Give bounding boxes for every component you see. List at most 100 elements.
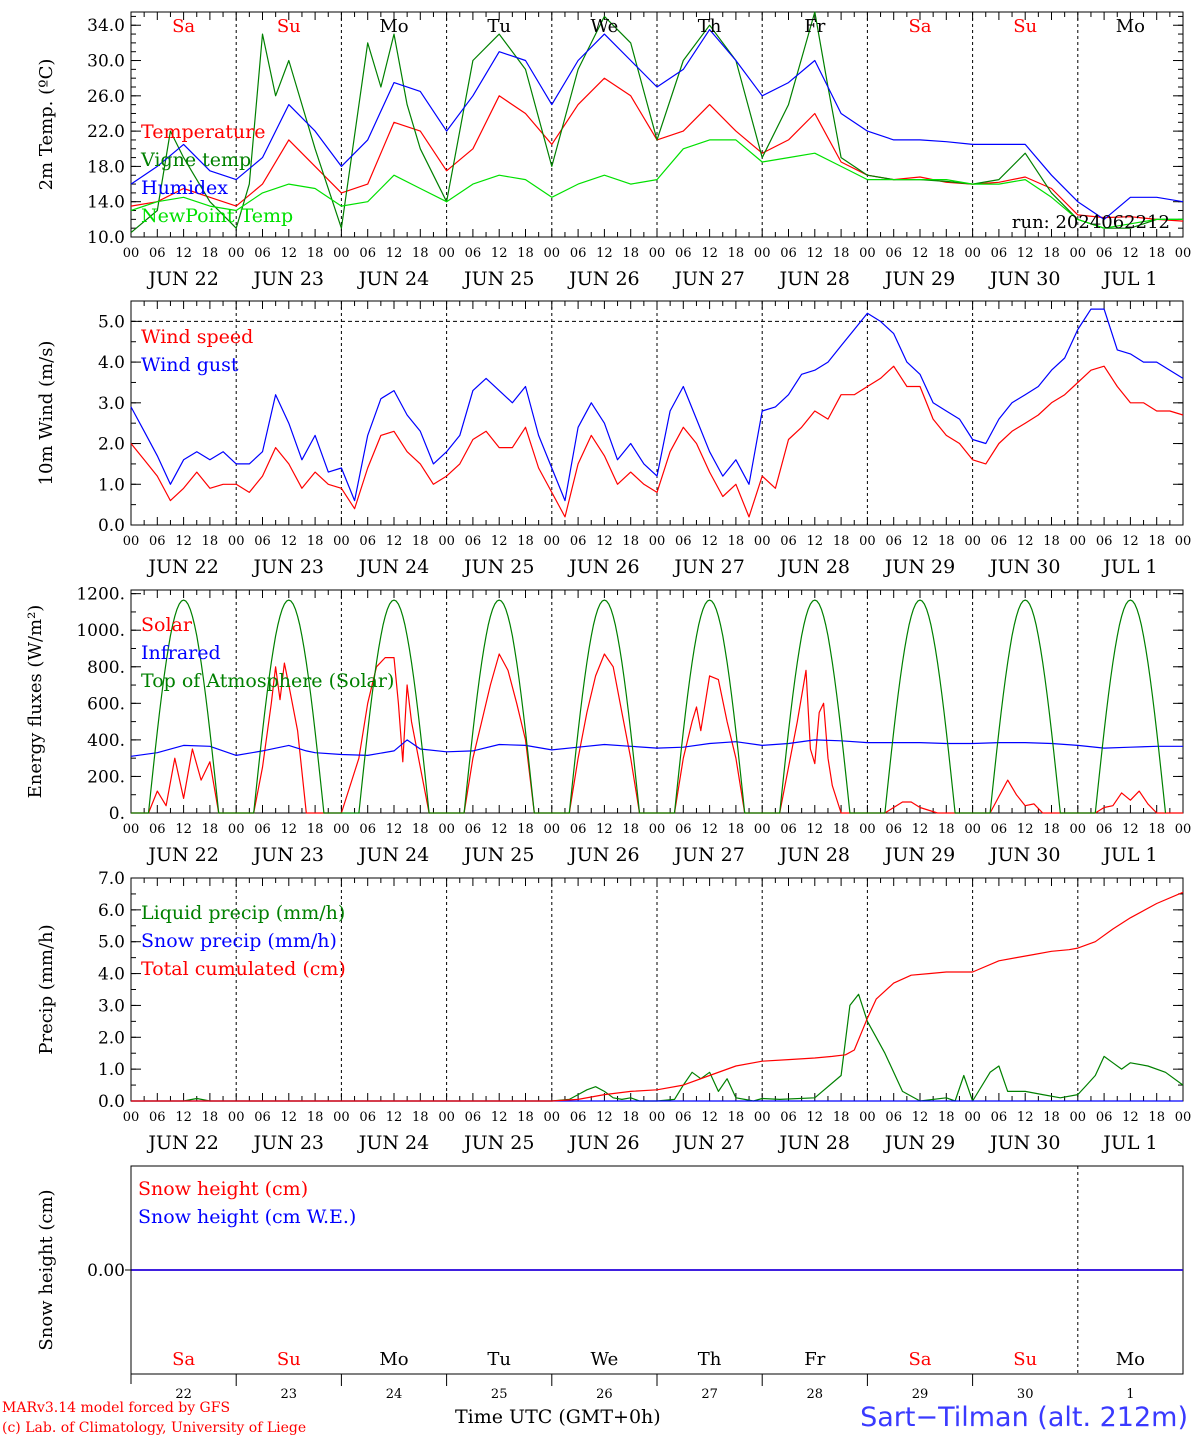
- date-label: JUN 22: [146, 1132, 218, 1154]
- date-label: JUN 25: [462, 1132, 534, 1154]
- date-label: JUN 28: [778, 1132, 850, 1154]
- hour-tick-label: 00: [544, 1110, 561, 1125]
- day-name: Tu: [487, 1349, 511, 1370]
- y-tick-label: 0.00: [87, 1261, 125, 1281]
- hour-tick-label: 18: [938, 246, 955, 261]
- series-line-top-of-atmosphere-solar-: [131, 599, 1167, 814]
- day-name: Su: [277, 16, 301, 37]
- y-tick-label: 7.0: [98, 869, 125, 889]
- hour-tick-label: 06: [1096, 246, 1113, 261]
- hour-tick-label: 12: [281, 1110, 298, 1125]
- hour-tick-label: 06: [254, 822, 271, 837]
- hour-tick-label: 06: [149, 822, 166, 837]
- hour-tick-label: 12: [596, 822, 613, 837]
- y-tick-label: 0.: [109, 804, 125, 824]
- hour-tick-label: 12: [281, 822, 298, 837]
- hour-tick-label: 18: [412, 1110, 429, 1125]
- date-label: JUN 22: [146, 844, 218, 866]
- hour-tick-label: 00: [333, 534, 350, 549]
- y-tick-label: 5.0: [98, 312, 125, 332]
- hour-tick-label: 06: [254, 534, 271, 549]
- y-tick-label: 1200.: [76, 585, 125, 605]
- date-label: JUN 26: [567, 556, 639, 578]
- date-label: JUN 30: [988, 844, 1060, 866]
- hour-tick-label: 00: [649, 246, 666, 261]
- day-name: Th: [698, 16, 722, 37]
- y-tick-label: 4.0: [98, 965, 125, 985]
- day-number: 30: [1017, 1387, 1034, 1402]
- hour-tick-label: 06: [885, 1110, 902, 1125]
- date-label: JUN 24: [357, 844, 429, 866]
- y-tick-label: 4.0: [98, 353, 125, 373]
- hour-tick-label: 06: [570, 534, 587, 549]
- date-label: JUN 23: [252, 1132, 324, 1154]
- series-line-wind-speed: [130, 365, 1184, 518]
- hour-tick-label: 18: [938, 822, 955, 837]
- hour-tick-label: 18: [412, 246, 429, 261]
- hour-tick-label: 18: [307, 1110, 324, 1125]
- hour-tick-label: 06: [991, 246, 1008, 261]
- hour-tick-label: 06: [465, 246, 482, 261]
- copyright-credit: (c) Lab. of Climatology, University of L…: [2, 1420, 307, 1436]
- hour-tick-label: 00: [123, 246, 140, 261]
- date-label: JUN 29: [883, 844, 955, 866]
- hour-tick-label: 12: [491, 1110, 508, 1125]
- date-label: JUN 27: [672, 556, 744, 578]
- day-number: 29: [912, 1387, 929, 1402]
- day-number: 25: [491, 1387, 508, 1402]
- y-tick-label: 3.0: [98, 394, 125, 414]
- hour-tick-label: 12: [1017, 246, 1034, 261]
- date-label: JUN 25: [462, 268, 534, 290]
- y-tick-label: 22.0: [87, 122, 125, 142]
- date-label: JUN 27: [672, 1132, 744, 1154]
- hour-tick-label: 18: [833, 534, 850, 549]
- date-label: JUN 30: [988, 556, 1060, 578]
- day-name: Sa: [172, 16, 195, 37]
- station-label: Sart−Tilman (alt. 212m): [860, 1402, 1188, 1433]
- hour-tick-label: 12: [1122, 246, 1139, 261]
- day-number: 26: [596, 1387, 613, 1402]
- day-name: Fr: [804, 16, 825, 37]
- panel-frame: [130, 589, 1184, 814]
- y-tick-label: 1.0: [98, 475, 125, 495]
- hour-tick-label: 00: [228, 246, 245, 261]
- hour-tick-label: 12: [386, 534, 403, 549]
- series-line-vigne-temp: [130, 11, 1183, 234]
- day-number: 24: [386, 1387, 403, 1402]
- y-tick-label: 5.0: [98, 933, 125, 953]
- date-label: JUN 28: [778, 844, 850, 866]
- date-label: JUN 23: [252, 844, 324, 866]
- hour-tick-label: 12: [1017, 534, 1034, 549]
- hour-tick-label: 00: [1175, 246, 1192, 261]
- day-number: 22: [175, 1387, 192, 1402]
- hour-tick-label: 00: [333, 822, 350, 837]
- y-axis-label: 2m Temp. (ºC): [36, 59, 57, 191]
- y-tick-label: 26.0: [87, 87, 125, 107]
- hour-tick-label: 12: [912, 822, 929, 837]
- hour-tick-label: 06: [149, 534, 166, 549]
- hour-tick-label: 12: [1122, 534, 1139, 549]
- hour-tick-label: 00: [1070, 534, 1087, 549]
- panel-3: 0. 200. 400. 600. 800. 1000. 1200. Energy fluxe…: [25, 585, 1191, 866]
- hour-tick-label: 12: [1122, 822, 1139, 837]
- hour-tick-label: 00: [333, 1110, 350, 1125]
- hour-tick-label: 06: [465, 822, 482, 837]
- hour-tick-label: 12: [912, 1110, 929, 1125]
- hour-tick-label: 18: [622, 534, 639, 549]
- hour-tick-label: 06: [1096, 1110, 1113, 1125]
- hour-tick-label: 12: [1017, 1110, 1034, 1125]
- y-tick-label: 2.0: [98, 435, 125, 455]
- date-label: JUN 22: [146, 268, 218, 290]
- hour-tick-label: 06: [359, 246, 376, 261]
- hour-tick-label: 00: [754, 246, 771, 261]
- day-name: Mo: [379, 1349, 408, 1370]
- hour-tick-label: 12: [175, 822, 192, 837]
- hour-tick-label: 18: [412, 822, 429, 837]
- date-label: JUN 26: [567, 844, 639, 866]
- hour-tick-label: 18: [833, 1110, 850, 1125]
- hour-tick-label: 06: [465, 1110, 482, 1125]
- hour-tick-label: 00: [123, 1110, 140, 1125]
- date-label: JUL 1: [1101, 844, 1157, 866]
- hour-tick-label: 00: [438, 246, 455, 261]
